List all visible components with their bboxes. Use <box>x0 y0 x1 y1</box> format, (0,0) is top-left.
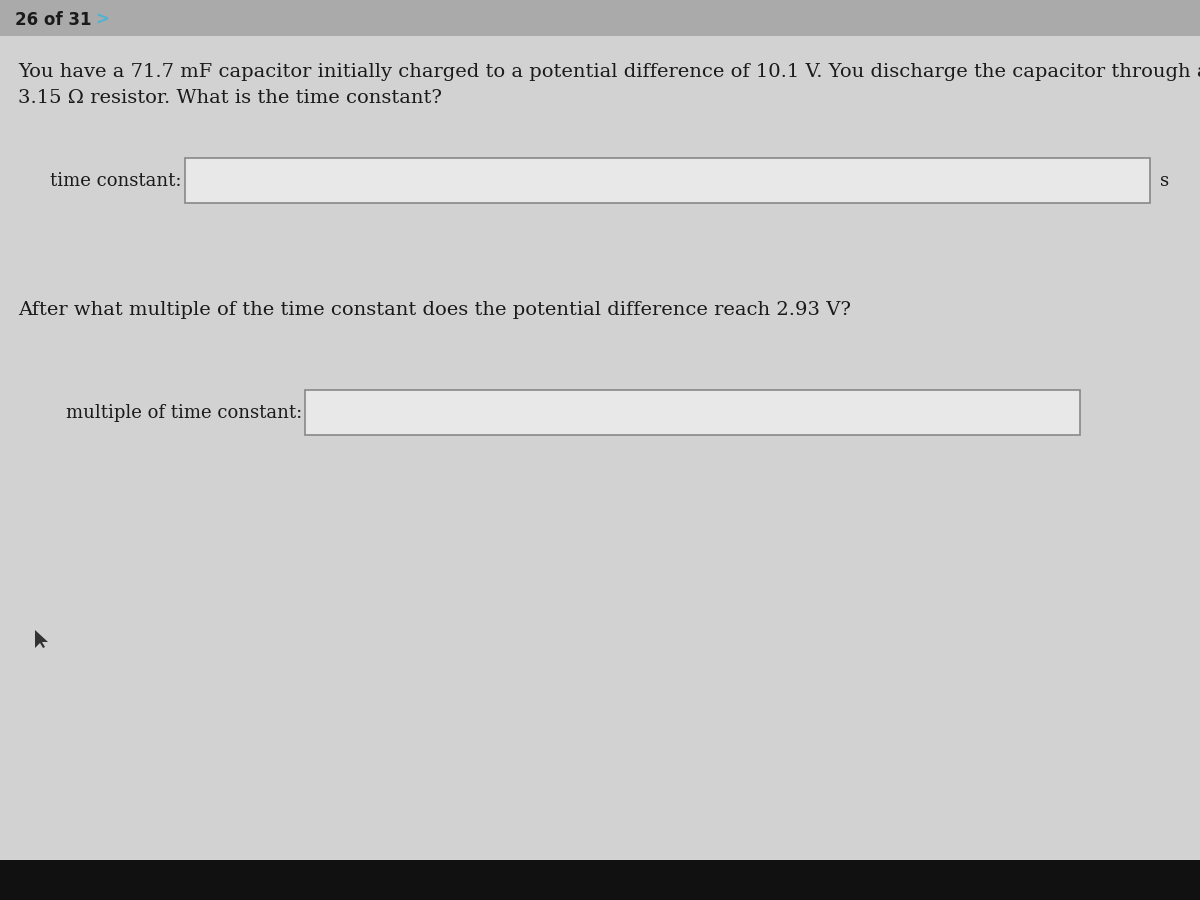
Text: 26 of 31: 26 of 31 <box>14 11 103 29</box>
Text: time constant:: time constant: <box>50 172 182 190</box>
Text: After what multiple of the time constant does the potential difference reach 2.9: After what multiple of the time constant… <box>18 301 851 319</box>
Bar <box>0 860 1200 900</box>
Text: 3.15 Ω resistor. What is the time constant?: 3.15 Ω resistor. What is the time consta… <box>18 89 442 107</box>
Bar <box>305 390 1080 435</box>
Text: >: > <box>95 11 109 29</box>
Bar <box>185 158 1150 203</box>
Text: s: s <box>1160 172 1169 190</box>
Bar <box>0 0 1200 35</box>
Polygon shape <box>35 630 48 648</box>
Text: You have a 71.7 mF capacitor initially charged to a potential difference of 10.1: You have a 71.7 mF capacitor initially c… <box>18 63 1200 81</box>
Text: multiple of time constant:: multiple of time constant: <box>66 403 302 421</box>
